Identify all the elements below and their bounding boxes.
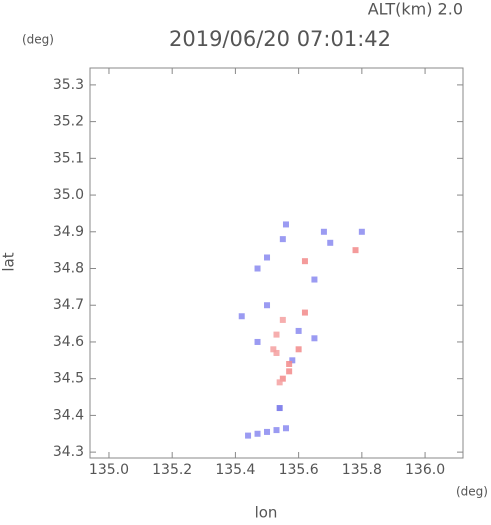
echo-cell: [282, 425, 289, 432]
echo-cell: [282, 221, 289, 228]
echo-cell: [311, 276, 318, 283]
echo-cell: [254, 430, 261, 437]
echo-cell: [273, 427, 280, 434]
echo-cell: [279, 316, 286, 323]
echo-cell: [289, 357, 296, 364]
y-tick-label: 34.5: [53, 371, 84, 387]
echo-cell: [286, 360, 293, 367]
echo-cell: [276, 405, 283, 412]
y-tick-label: 34.7: [53, 297, 84, 313]
x-tick-label: 136.0: [405, 462, 445, 478]
y-unit: (deg): [22, 33, 54, 47]
y-tick-label: 35.2: [53, 114, 84, 130]
echo-cell: [295, 346, 302, 353]
y-tick-label: 34.6: [53, 334, 84, 350]
echo-cell: [254, 265, 261, 272]
echo-cell: [286, 368, 293, 375]
y-tick-label: 35.3: [53, 77, 84, 93]
echo-cell: [254, 338, 261, 345]
x-tick-label: 135.4: [215, 462, 255, 478]
echo-cell: [327, 239, 334, 246]
x-tick-label: 135.6: [279, 462, 319, 478]
echo-cell: [264, 302, 271, 309]
echo-cell: [358, 228, 365, 235]
echo-cell: [276, 379, 283, 386]
y-tick-label: 34.4: [53, 407, 84, 423]
echo-cell: [320, 228, 327, 235]
x-tick-label: 135.2: [152, 462, 192, 478]
altitude-label: ALT(km) 2.0: [368, 0, 463, 19]
x-unit: (deg): [456, 485, 488, 499]
y-tick-label: 34.8: [53, 261, 84, 277]
x-axis-title: lon: [255, 504, 278, 522]
echo-cell: [273, 331, 280, 338]
echo-cell: [311, 335, 318, 342]
y-tick-label: 34.3: [53, 444, 84, 460]
x-tick-label: 135.8: [342, 462, 382, 478]
echo-cell: [279, 236, 286, 243]
chart-title: 2019/06/20 07:01:42: [169, 27, 391, 51]
echo-cell: [301, 309, 308, 316]
x-tick-label: 135.0: [89, 462, 129, 478]
echo-cell: [273, 349, 280, 356]
echo-cell: [245, 432, 252, 439]
y-tick-label: 35.1: [53, 150, 84, 166]
echo-cell: [264, 428, 271, 435]
y-tick-label: 34.9: [53, 224, 84, 240]
echo-cell: [295, 327, 302, 334]
y-tick-label: 35.0: [53, 187, 84, 203]
plot-frame: [89, 67, 464, 459]
echo-cell: [238, 313, 245, 320]
echo-cell: [301, 258, 308, 265]
echo-cell: [264, 254, 271, 261]
y-axis-title: lat: [0, 252, 18, 271]
echo-cell: [270, 346, 277, 353]
echo-cell: [279, 375, 286, 382]
echo-cell: [352, 247, 359, 254]
